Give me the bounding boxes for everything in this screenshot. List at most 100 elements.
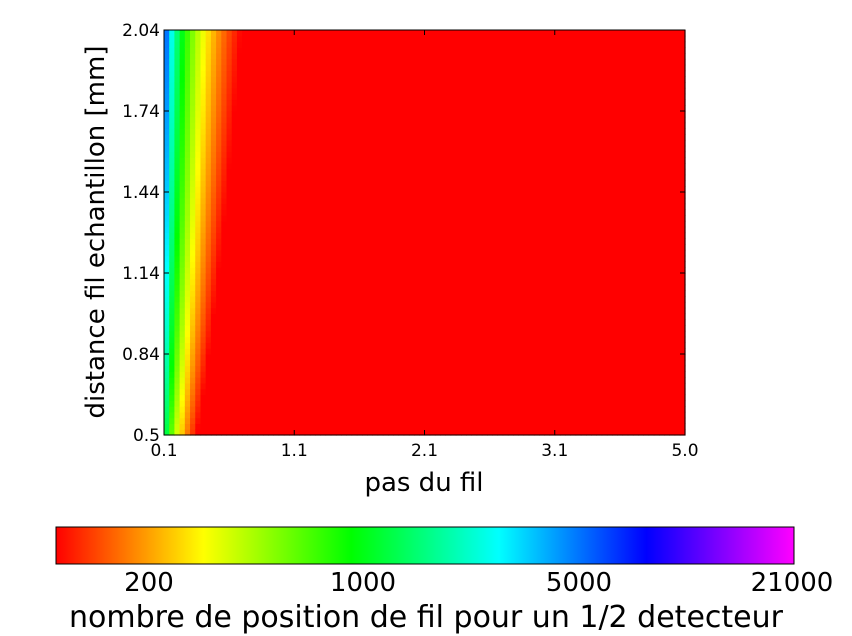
heatmap-cell — [424, 168, 431, 176]
heatmap-cell — [216, 232, 222, 239]
heatmap-cell — [315, 238, 321, 245]
heatmap-cell — [195, 284, 202, 291]
heatmap-cell — [440, 388, 446, 396]
heatmap-cell — [247, 319, 254, 326]
heatmap-cell — [429, 105, 436, 112]
heatmap-cell — [289, 41, 295, 48]
heatmap-cell — [325, 284, 332, 291]
heatmap-cell — [487, 151, 493, 158]
heatmap-cell — [190, 365, 196, 372]
heatmap-cell — [210, 111, 217, 118]
heatmap-cell — [507, 278, 514, 286]
heatmap-cell — [226, 232, 233, 239]
heatmap-cell — [356, 319, 363, 326]
heatmap-cell — [205, 122, 212, 129]
heatmap-cell — [356, 87, 363, 95]
heatmap-cell — [195, 261, 202, 268]
heatmap-cell — [247, 192, 254, 199]
heatmap-cell — [377, 64, 384, 72]
heatmap-cell — [262, 330, 269, 338]
heatmap-cell — [471, 371, 478, 378]
heatmap-cell — [184, 58, 191, 66]
heatmap-cell — [283, 388, 290, 396]
heatmap-cell — [262, 244, 269, 251]
heatmap-cell — [518, 244, 525, 251]
heatmap-cell — [179, 307, 186, 315]
heatmap-cell — [476, 342, 483, 349]
heatmap-cell — [414, 128, 420, 135]
heatmap-cell — [377, 348, 384, 355]
heatmap-cell — [309, 168, 316, 176]
heatmap-cell — [523, 307, 530, 315]
heatmap-cell — [216, 255, 222, 263]
heatmap-cell — [518, 261, 525, 268]
heatmap-cell — [216, 215, 222, 222]
heatmap-cell — [169, 290, 176, 297]
heatmap-cell — [164, 244, 170, 251]
heatmap-cell — [445, 336, 452, 344]
heatmap-cell — [377, 87, 384, 95]
heatmap-cell — [304, 354, 311, 361]
heatmap-cell — [429, 284, 436, 291]
heatmap-cell — [299, 82, 306, 89]
heatmap-cell — [429, 267, 436, 274]
heatmap-cell — [330, 35, 337, 43]
heatmap-cell — [190, 359, 196, 367]
heatmap-cell — [216, 220, 222, 228]
heatmap-cell — [481, 325, 488, 332]
heatmap-cell — [429, 417, 436, 425]
heatmap-cell — [309, 116, 316, 124]
heatmap-cell — [200, 197, 207, 205]
heatmap-cell — [518, 290, 525, 297]
heatmap-cell — [320, 342, 327, 349]
heatmap-cell — [315, 273, 321, 280]
heatmap-cell — [361, 58, 368, 66]
heatmap-cell — [320, 174, 327, 182]
heatmap-cell — [315, 41, 321, 48]
heatmap-cell — [424, 215, 431, 222]
heatmap-cell — [356, 151, 363, 158]
heatmap-cell — [184, 53, 191, 60]
heatmap-cell — [299, 429, 306, 436]
heatmap-cell — [184, 70, 191, 77]
heatmap-cell — [356, 371, 363, 378]
heatmap-cell — [262, 400, 269, 407]
heatmap-cell — [247, 157, 254, 164]
heatmap-cell — [309, 313, 316, 320]
heatmap-cell — [346, 180, 353, 187]
heatmap-cell — [356, 244, 363, 251]
heatmap-cell — [273, 105, 280, 112]
heatmap-cell — [513, 406, 519, 413]
heatmap-cell — [195, 348, 202, 355]
heatmap-cell — [304, 296, 311, 303]
heatmap-cell — [164, 168, 170, 176]
heatmap-cell — [367, 215, 373, 222]
heatmap-cell — [210, 209, 217, 216]
heatmap-cell — [190, 139, 196, 147]
heatmap-cell — [528, 163, 535, 170]
heatmap-cell — [289, 388, 295, 396]
heatmap-cell — [351, 255, 358, 263]
heatmap-cell — [346, 417, 353, 425]
heatmap-cell — [471, 220, 478, 228]
heatmap-cell — [304, 203, 311, 210]
heatmap-cell — [226, 411, 233, 419]
heatmap-cell — [226, 151, 233, 158]
heatmap-cell — [429, 93, 436, 101]
heatmap-cell — [341, 290, 347, 297]
heatmap-cell — [242, 209, 248, 216]
heatmap-cell — [460, 429, 467, 436]
heatmap-cell — [190, 388, 196, 396]
heatmap-cell — [273, 429, 280, 436]
heatmap-cell — [414, 111, 420, 118]
heatmap-cell — [487, 273, 493, 280]
heatmap-cell — [523, 64, 530, 72]
heatmap-cell — [330, 307, 337, 315]
heatmap-cell — [184, 197, 191, 205]
heatmap-cell — [315, 261, 321, 268]
heatmap-cell — [226, 215, 233, 222]
heatmap-cell — [299, 411, 306, 419]
heatmap-cell — [299, 342, 306, 349]
heatmap-cell — [341, 174, 347, 182]
heatmap-cell — [445, 197, 452, 205]
